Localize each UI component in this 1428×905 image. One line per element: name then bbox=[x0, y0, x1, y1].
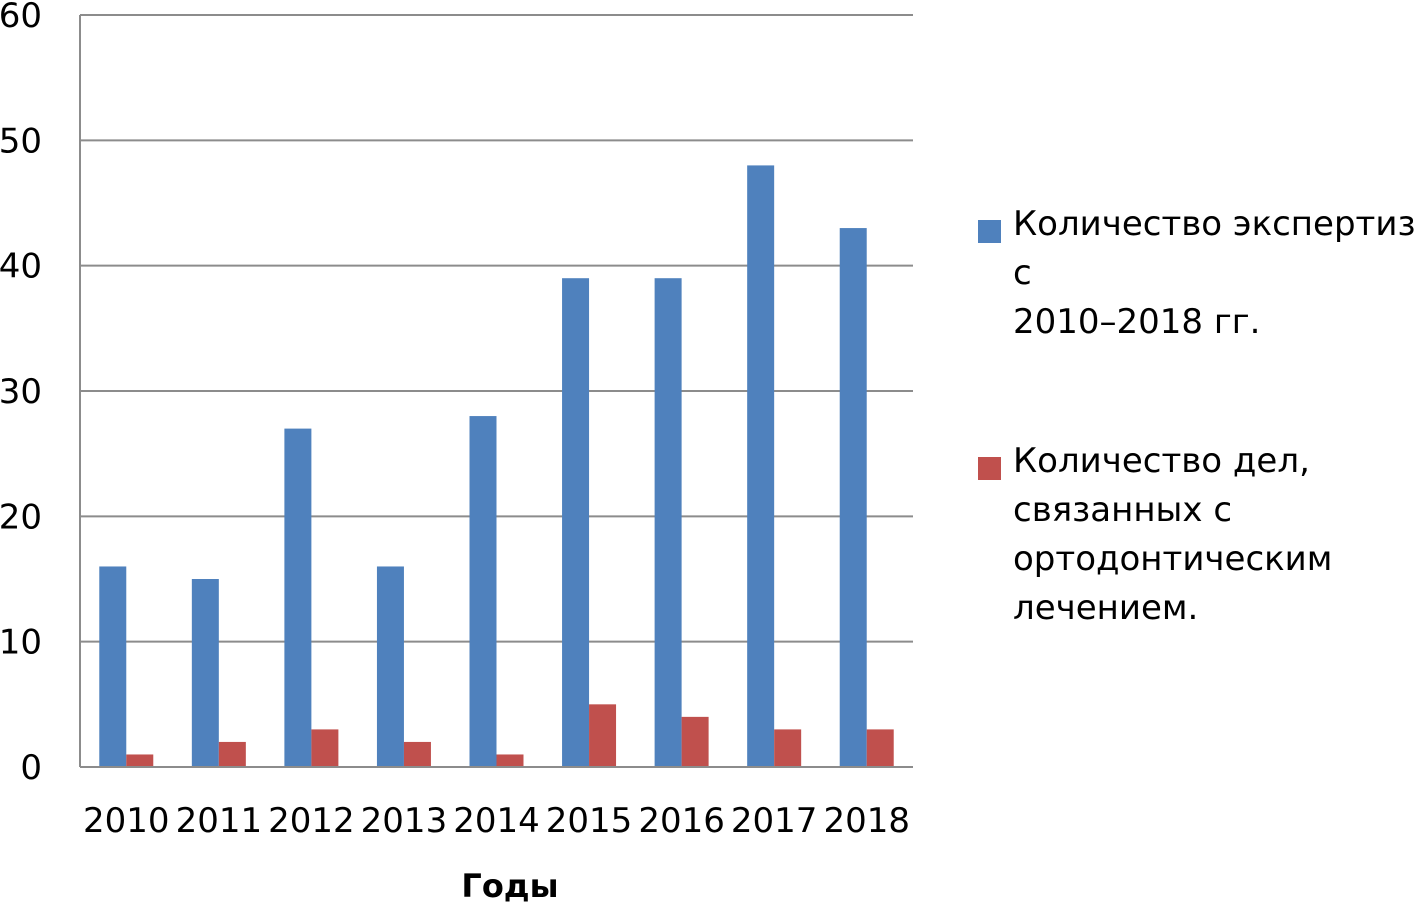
legend-item-series-1: Количество экспертиз с 2010–2018 гг. bbox=[978, 200, 1428, 347]
y-tick-label: 60 bbox=[0, 0, 42, 36]
x-axis-ticks: 2010 2011 2012 2013 2014 2015 2016 2017 2018 bbox=[83, 801, 910, 841]
bar-series-1 bbox=[191, 579, 219, 767]
legend-swatch-series-2 bbox=[978, 457, 1001, 480]
bar-series-2 bbox=[218, 741, 246, 767]
y-tick-label: 0 bbox=[20, 748, 42, 788]
legend: Количество экспертиз с 2010–2018 гг. Кол… bbox=[978, 200, 1428, 633]
bar-series-2 bbox=[681, 716, 709, 767]
x-tick-label: 2012 bbox=[268, 801, 355, 841]
x-tick-label: 2014 bbox=[453, 801, 540, 841]
y-tick-label: 50 bbox=[0, 121, 42, 161]
y-tick-label: 20 bbox=[0, 497, 42, 537]
y-tick-label: 30 bbox=[0, 372, 42, 412]
x-tick-label: 2018 bbox=[823, 801, 910, 841]
axes bbox=[79, 15, 913, 768]
x-tick-label: 2013 bbox=[361, 801, 448, 841]
bar-series-1 bbox=[747, 165, 775, 767]
x-tick-label: 2010 bbox=[83, 801, 170, 841]
bar-series-2 bbox=[126, 754, 154, 767]
bar-series-1 bbox=[654, 278, 682, 767]
bars bbox=[99, 165, 894, 768]
bar-series-2 bbox=[496, 754, 524, 767]
bar-series-1 bbox=[469, 416, 497, 767]
x-tick-label: 2017 bbox=[731, 801, 818, 841]
legend-label-series-2: Количество дел, связанных с ортодонтичес… bbox=[1013, 441, 1333, 628]
x-tick-label: 2015 bbox=[546, 801, 633, 841]
bar-series-1 bbox=[284, 428, 312, 767]
bar-series-2 bbox=[403, 741, 431, 767]
legend-label-series-1: Количество экспертиз с 2010–2018 гг. bbox=[1013, 204, 1416, 342]
bar-series-2 bbox=[589, 704, 617, 767]
bar-series-2 bbox=[774, 729, 802, 767]
y-tick-label: 40 bbox=[0, 247, 42, 287]
x-tick-label: 2011 bbox=[176, 801, 263, 841]
bar-series-1 bbox=[562, 278, 590, 767]
bar-series-2 bbox=[311, 729, 339, 767]
legend-swatch-series-1 bbox=[978, 220, 1001, 243]
x-tick-label: 2016 bbox=[638, 801, 725, 841]
y-tick-label: 10 bbox=[0, 623, 42, 663]
bar-series-2 bbox=[866, 729, 894, 767]
bar-series-1 bbox=[99, 566, 127, 767]
legend-item-series-2: Количество дел, связанных с ортодонтичес… bbox=[978, 437, 1428, 633]
bar-series-1 bbox=[376, 566, 404, 767]
y-axis-ticks: 0 10 20 30 40 50 60 bbox=[0, 0, 42, 788]
bar-series-1 bbox=[839, 228, 867, 768]
x-axis-title: Годы bbox=[461, 867, 558, 905]
